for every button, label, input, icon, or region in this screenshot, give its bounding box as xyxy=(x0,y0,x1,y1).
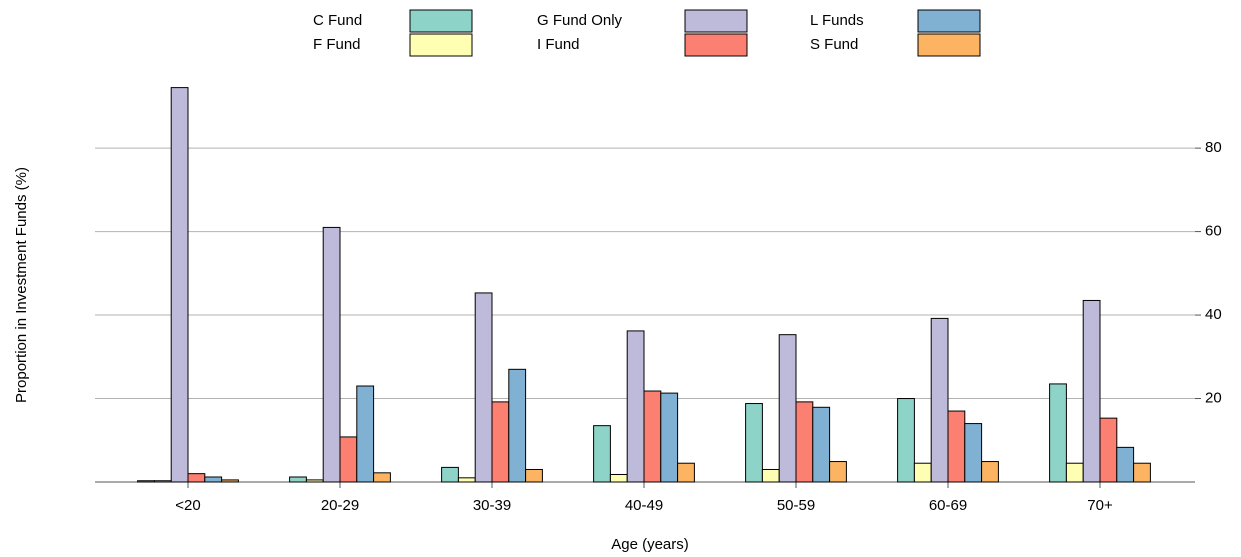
bar xyxy=(441,466,459,483)
bar xyxy=(660,392,679,483)
legend-swatch xyxy=(409,9,473,33)
bar xyxy=(795,401,814,483)
bar xyxy=(137,480,155,483)
bar xyxy=(593,425,611,483)
legend-label: G Fund Only xyxy=(537,12,623,29)
bar xyxy=(626,330,645,483)
bar xyxy=(221,479,239,483)
bar xyxy=(964,423,983,483)
bar xyxy=(913,462,932,483)
bar xyxy=(204,476,223,483)
bar xyxy=(981,461,999,483)
x-tick-label: 30-39 xyxy=(473,497,511,514)
bar xyxy=(778,334,797,483)
x-tick-label: <20 xyxy=(175,497,200,514)
legend-swatch xyxy=(684,9,748,33)
bar xyxy=(1099,417,1118,483)
x-tick-label: 20-29 xyxy=(321,497,359,514)
bar xyxy=(339,436,358,483)
legend-swatch xyxy=(917,9,981,33)
bar xyxy=(525,468,543,483)
bar xyxy=(508,368,527,483)
bar xyxy=(1116,446,1135,483)
y-tick-label: 60 xyxy=(1205,223,1222,240)
bar xyxy=(153,480,172,483)
bar xyxy=(1133,462,1151,483)
bar xyxy=(745,403,763,483)
bar xyxy=(897,398,915,483)
y-tick-label: 80 xyxy=(1205,139,1222,156)
bar xyxy=(643,390,662,483)
bar xyxy=(609,473,628,483)
legend-label: L Funds xyxy=(810,12,864,29)
y-tick-label: 20 xyxy=(1205,389,1222,406)
bar xyxy=(1049,383,1067,483)
bar xyxy=(491,401,510,483)
y-axis-label: Proportion in Investment Funds (%) xyxy=(13,167,30,403)
bar xyxy=(1082,299,1101,483)
bar xyxy=(322,226,341,483)
bar xyxy=(812,406,831,483)
bar xyxy=(677,462,695,483)
bar xyxy=(356,385,375,483)
bar xyxy=(474,292,493,483)
x-axis-label: Age (years) xyxy=(611,536,689,553)
bar xyxy=(289,476,307,483)
legend-label: C Fund xyxy=(313,12,362,29)
bar xyxy=(930,317,949,483)
bar xyxy=(829,461,847,483)
bar xyxy=(170,87,189,483)
legend-swatch xyxy=(684,33,748,57)
legend-label: I Fund xyxy=(537,36,580,53)
legend-swatch xyxy=(917,33,981,57)
bar xyxy=(457,477,476,483)
x-tick-label: 40-49 xyxy=(625,497,663,514)
bar xyxy=(761,468,780,483)
bar xyxy=(1065,462,1084,483)
bar xyxy=(373,472,391,483)
legend-label: F Fund xyxy=(313,36,361,53)
legend-swatch xyxy=(409,33,473,57)
bar xyxy=(187,473,206,483)
y-tick-label: 40 xyxy=(1205,306,1222,323)
legend-label: S Fund xyxy=(810,36,858,53)
x-tick-label: 70+ xyxy=(1087,497,1113,514)
x-tick-label: 60-69 xyxy=(929,497,967,514)
bar xyxy=(947,410,966,483)
bar xyxy=(305,479,324,483)
x-tick-label: 50-59 xyxy=(777,497,815,514)
